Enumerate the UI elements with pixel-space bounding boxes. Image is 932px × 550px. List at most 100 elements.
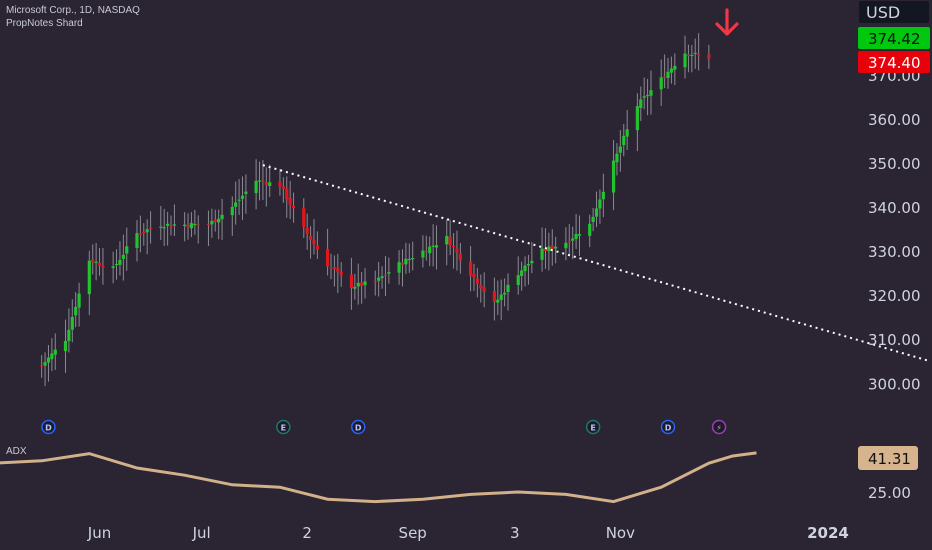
candle-up [516, 275, 520, 285]
candle-down [373, 281, 377, 283]
svg-text:E: E [281, 424, 286, 433]
candle-down [148, 227, 153, 230]
candle-down [206, 223, 211, 226]
candle-down [291, 205, 296, 209]
candle-down [329, 267, 333, 269]
candle-up [642, 96, 646, 98]
time-tick-label: 2 [302, 524, 312, 542]
candle-up [70, 316, 74, 330]
trendline[interactable] [262, 164, 931, 363]
symbol-title[interactable]: Microsoft Corp., 1D, NASDAQ [6, 5, 140, 16]
earnings-event-icon[interactable]: E [585, 419, 601, 435]
candle-down [492, 291, 496, 302]
price-tick-label: 330.00 [868, 243, 921, 261]
price-tick-label: 340.00 [868, 199, 921, 217]
candle-down [196, 224, 200, 226]
adx-value: 41.31 [868, 450, 911, 468]
candle-up [118, 259, 122, 265]
svg-text:E: E [590, 424, 595, 433]
candle-up [172, 224, 177, 226]
candle-up [574, 233, 578, 239]
candle-up [618, 146, 622, 153]
candle-up [645, 95, 650, 97]
time-tick-label: 2024 [807, 524, 849, 542]
candle-up [53, 349, 57, 355]
currency-label: USD [866, 3, 900, 22]
candle-up [577, 234, 582, 236]
price-badge-red-value: 374.40 [868, 54, 921, 72]
svg-text:D: D [355, 424, 362, 433]
candle-up [254, 180, 258, 194]
candle-up [503, 292, 507, 295]
dividend-event-icon[interactable]: D [350, 419, 366, 435]
candle-up [540, 248, 544, 260]
candle-up [683, 53, 687, 68]
candle-up [230, 206, 234, 216]
candle-up [166, 223, 170, 226]
candle-up [397, 262, 401, 273]
currency-badge[interactable]: USD [859, 1, 929, 23]
candle-down [278, 182, 282, 187]
indicator-title[interactable]: PropNotes Shard [6, 18, 83, 29]
candle-up [601, 191, 605, 200]
time-tick-label: Jul [192, 524, 211, 542]
candle-down [400, 262, 405, 265]
candle-down [455, 248, 459, 253]
candle-down [305, 227, 309, 235]
candle-down [697, 54, 701, 56]
candle-down [383, 274, 388, 276]
candle-down [312, 239, 316, 245]
candle-up [499, 294, 503, 300]
candle-up [571, 238, 575, 241]
event-markers: D E D E D ⚡ [41, 419, 727, 435]
dividend-event-icon[interactable]: D [660, 419, 676, 435]
candle-down [169, 225, 173, 227]
candle-down [475, 278, 479, 285]
candle-up [690, 54, 694, 57]
candle-up [87, 260, 91, 295]
candle-up [615, 153, 619, 163]
candle-up [611, 160, 616, 193]
candle-down [458, 253, 462, 261]
price-badge-green: 374.42 [858, 27, 930, 49]
candle-up [50, 353, 54, 360]
candle-up [693, 52, 697, 55]
split-event-icon[interactable]: ⚡ [711, 419, 727, 435]
candle-down [448, 236, 452, 246]
price-badge-green-value: 374.42 [868, 30, 921, 48]
earnings-event-icon[interactable]: E [276, 419, 291, 435]
time-tick-label: 3 [510, 524, 520, 542]
candle-up [125, 246, 129, 254]
candle-up [220, 214, 224, 220]
candle-up [669, 68, 674, 73]
candle-down [91, 259, 95, 263]
candle-up [591, 216, 595, 223]
candle-up [496, 299, 500, 303]
candle-down [101, 265, 105, 268]
candle-up [649, 90, 653, 96]
candle-up [114, 263, 119, 266]
price-tick-label: 350.00 [868, 155, 921, 173]
candle-up [135, 233, 139, 248]
price-tick-label: 360.00 [868, 111, 921, 129]
candle-down [288, 197, 292, 205]
candle-up [234, 202, 238, 207]
dividend-event-icon[interactable]: D [41, 419, 56, 435]
candle-up [43, 362, 47, 366]
time-axis[interactable]: Jun Jul 2 Sep 3 Nov 2024 [87, 524, 849, 542]
candle-down [567, 241, 571, 243]
price-axis[interactable]: 300.00 310.00 320.00 330.00 340.00 350.00 360.… [868, 67, 921, 502]
candle-up [363, 281, 367, 286]
adx-label: ADX [6, 446, 27, 457]
candle-down [281, 186, 285, 189]
candle-up [530, 260, 534, 264]
candle-down [285, 188, 289, 200]
candle-up [659, 77, 663, 90]
candle-down [40, 365, 44, 367]
candle-down [686, 54, 691, 56]
candle-up [217, 218, 221, 223]
candle-up [145, 229, 149, 233]
candle-up [74, 306, 78, 316]
candle-up [411, 258, 415, 260]
